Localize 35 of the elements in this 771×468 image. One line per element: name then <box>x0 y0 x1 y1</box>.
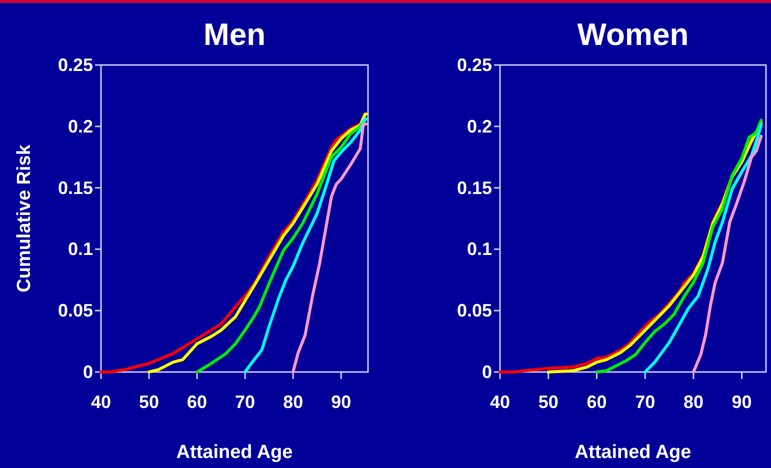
line-series <box>644 124 763 374</box>
chart-title: Men <box>204 17 266 52</box>
y-tick-label: 0 <box>82 362 93 382</box>
y-tick-label: 0 <box>482 362 492 382</box>
x-tick-label: 80 <box>683 392 704 412</box>
x-tick-label: 80 <box>283 392 304 412</box>
x-axis-title: Attained Age <box>176 442 293 463</box>
y-tick-label: 0.05 <box>58 300 93 321</box>
x-tick-label: 60 <box>586 392 607 412</box>
x-tick-label: 50 <box>139 392 160 412</box>
y-tick-label: 0.05 <box>456 300 492 321</box>
y-tick-label: 0.15 <box>58 178 93 198</box>
y-tick-label: 0.1 <box>68 239 93 260</box>
x-axis-title: Attained Age <box>574 442 692 463</box>
line-series <box>595 118 763 374</box>
y-tick-label: 0.25 <box>58 55 93 75</box>
y-tick-label: 0.2 <box>68 116 93 136</box>
x-tick-label: 70 <box>235 392 256 412</box>
y-axis-title: Cumulative Risk <box>14 144 35 292</box>
x-tick-label: 60 <box>187 392 208 412</box>
x-tick-label: 90 <box>732 392 752 412</box>
y-tick-label: 0.2 <box>466 116 492 136</box>
x-tick-label: 40 <box>490 392 510 412</box>
x-tick-label: 40 <box>90 392 112 412</box>
x-tick-label: 50 <box>538 392 558 412</box>
y-tick-label: 0.15 <box>456 178 492 198</box>
x-tick-label: 90 <box>331 392 352 412</box>
line-series <box>244 118 368 374</box>
line-series <box>148 112 368 374</box>
y-tick-label: 0.25 <box>456 55 492 75</box>
x-tick-label: 70 <box>635 392 656 412</box>
line-series <box>292 122 368 374</box>
chart-title: Women <box>577 17 689 52</box>
line-series <box>692 134 763 374</box>
y-tick-label: 0.1 <box>466 239 492 260</box>
